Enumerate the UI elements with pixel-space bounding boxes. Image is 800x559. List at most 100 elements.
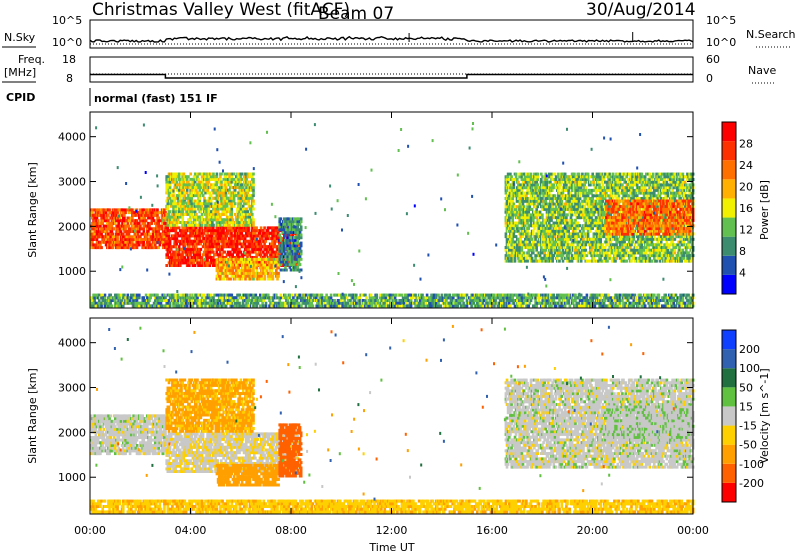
data-cell	[243, 175, 246, 178]
data-cell	[219, 275, 222, 278]
data-cell	[167, 240, 170, 243]
data-cell	[230, 240, 233, 243]
data-cell	[202, 181, 205, 184]
data-cell	[167, 202, 170, 205]
data-cell	[161, 225, 164, 228]
data-cell	[201, 256, 204, 259]
data-cell	[216, 251, 219, 254]
data-cell	[214, 237, 217, 240]
data-cell	[566, 181, 569, 184]
data-cell	[516, 227, 519, 230]
data-cell	[238, 229, 241, 232]
data-cell	[185, 243, 188, 246]
data-cell	[586, 200, 589, 203]
data-cell	[210, 200, 213, 203]
data-cell	[231, 253, 234, 256]
data-cell	[241, 237, 244, 240]
data-cell	[580, 257, 583, 260]
data-cell	[217, 189, 220, 192]
data-cell	[297, 239, 300, 242]
data-cell	[157, 235, 160, 238]
data-cell	[586, 192, 589, 195]
data-cell	[565, 189, 568, 192]
data-cell	[276, 237, 279, 240]
data-cell	[228, 189, 231, 192]
data-cell	[233, 197, 236, 200]
data-cell	[92, 246, 95, 249]
data-cell	[226, 245, 229, 248]
data-cell	[577, 227, 580, 230]
data-cell	[161, 233, 164, 236]
data-cell	[200, 248, 203, 251]
data-cell	[517, 230, 520, 233]
data-cell	[198, 251, 201, 254]
data-cell	[223, 251, 226, 254]
data-cell	[570, 251, 573, 254]
data-cell	[252, 194, 255, 197]
data-cell	[260, 248, 263, 251]
data-cell	[297, 266, 300, 269]
data-cell	[145, 219, 148, 222]
data-cell	[191, 191, 194, 194]
data-cell	[244, 237, 247, 240]
data-cell	[267, 272, 270, 275]
data-cell	[571, 178, 574, 181]
data-cell	[225, 194, 228, 197]
data-cell	[220, 181, 223, 184]
data-cell	[507, 257, 510, 260]
data-cell	[212, 178, 215, 181]
data-cell	[522, 235, 525, 238]
data-cell	[582, 257, 585, 260]
data-cell	[554, 173, 557, 176]
data-cell	[555, 241, 558, 244]
data-cell	[162, 246, 165, 249]
data-cell	[159, 243, 162, 246]
data-cell	[210, 202, 213, 205]
data-cell	[233, 173, 236, 176]
data-cell	[111, 230, 114, 233]
data-cell	[226, 210, 229, 213]
data-cell	[180, 189, 183, 192]
data-cell	[561, 181, 564, 184]
data-cell	[136, 246, 139, 249]
data-cell	[550, 219, 553, 222]
data-cell	[188, 243, 191, 246]
data-cell	[172, 194, 175, 197]
station-title: Christmas Valley West (fitACF)	[92, 0, 350, 20]
data-cell	[530, 222, 533, 225]
data-cell	[300, 236, 303, 239]
data-cell	[229, 269, 232, 272]
data-cell	[121, 227, 124, 230]
data-cell	[252, 178, 255, 181]
data-cell	[264, 275, 267, 278]
data-cell	[249, 278, 252, 281]
data-cell	[539, 192, 542, 195]
data-cell	[175, 205, 178, 208]
data-cell	[217, 278, 220, 281]
data-cell	[537, 178, 540, 181]
data-cell	[580, 260, 583, 263]
data-cell	[229, 251, 232, 254]
data-cell	[242, 186, 245, 189]
data-cell	[128, 225, 131, 228]
data-cell	[558, 260, 561, 263]
data-cell	[517, 197, 520, 200]
data-cell	[117, 219, 120, 222]
data-cell	[239, 275, 242, 278]
data-cell	[535, 200, 538, 203]
data-cell	[550, 197, 553, 200]
data-cell	[579, 232, 582, 235]
data-cell	[581, 203, 584, 206]
data-cell	[185, 205, 188, 208]
data-cell	[523, 254, 526, 257]
data-cell	[546, 183, 549, 186]
data-cell	[551, 205, 554, 208]
data-cell	[168, 232, 171, 235]
data-cell	[98, 233, 101, 236]
data-cell	[574, 181, 577, 184]
data-cell	[176, 259, 179, 262]
data-cell	[533, 241, 536, 244]
data-cell	[127, 238, 130, 241]
data-cell	[192, 224, 195, 227]
data-cell	[216, 183, 219, 186]
